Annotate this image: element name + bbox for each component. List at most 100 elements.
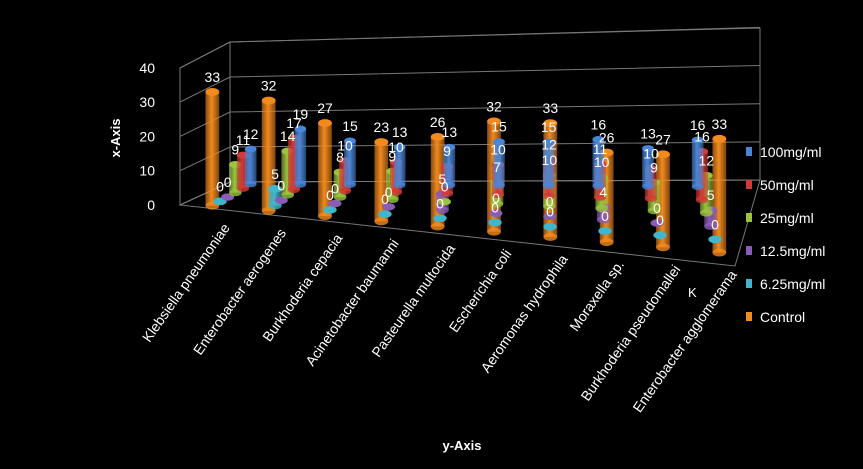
data-label: 5: [438, 171, 446, 187]
legend-swatch: [746, 180, 752, 189]
gridlines: [179, 26, 761, 206]
data-label: 33: [712, 116, 728, 132]
bar-12-5mg-ml-burkhoderia-cepacia: [328, 199, 342, 208]
legend-swatch: [746, 213, 752, 222]
gridline: [179, 141, 761, 172]
data-label: 10: [643, 145, 659, 161]
data-label: 10: [542, 152, 558, 168]
bar-6-25mg-ml-enterobacter-agglomerama: [708, 235, 722, 244]
data-label: 32: [486, 98, 502, 114]
legend-swatch: [746, 312, 752, 321]
legend-item-25mg-ml: 25mg/ml: [746, 210, 814, 226]
data-label: 4: [599, 184, 607, 200]
data-label: 0: [491, 199, 499, 215]
data-label: 32: [261, 78, 277, 94]
data-label: 0: [546, 204, 554, 220]
bar-6-25mg-ml-burkhoderia-pseudomallei: [653, 231, 667, 239]
legend-swatch: [746, 246, 752, 255]
data-label: 7: [493, 159, 501, 175]
bar-6-25mg-ml-acinetobacter-baumanni: [378, 210, 392, 218]
gridline: [179, 103, 761, 137]
x-tick-label: Moraxella sp.: [566, 257, 627, 334]
data-label: 10: [594, 154, 610, 170]
bar-100mg-ml-burkhoderia-pseudomallei: [642, 145, 654, 190]
y-tick-label: 0: [147, 197, 155, 213]
data-label: 0: [441, 179, 449, 195]
bar-100mg-ml-pasteurella-multocida: [443, 143, 456, 189]
bar-control-acinetobacter-baumanni: [374, 138, 389, 226]
x-tick-label: Burkhoderia pseudomallei: [578, 262, 684, 404]
data-label: 0: [546, 193, 554, 209]
legend-label: 12.5mg/ml: [760, 243, 825, 259]
y-axis-title: x-Axis: [108, 118, 123, 157]
bar-12-5mg-ml-burkhoderia-pseudomallei: [650, 219, 664, 227]
data-label: 9: [388, 148, 396, 164]
data-label: 9: [650, 160, 658, 176]
y-tick-label: 30: [139, 94, 155, 110]
y-tick-label: 20: [139, 128, 155, 144]
bar-6-25mg-ml-aeromonas-hydrophila: [543, 222, 557, 231]
data-label: 9: [443, 143, 451, 159]
bar-100mg-ml-enterobacter-agglomerama: [691, 136, 704, 191]
data-label: 17: [286, 115, 302, 131]
bars: [205, 87, 727, 257]
data-label: 0: [653, 200, 661, 216]
y-axis-ticks: 0 10 20 30 40: [139, 60, 155, 213]
bar-100mg-ml-escherichia-coli: [493, 138, 505, 189]
y-tick-label: 10: [139, 163, 155, 179]
bar-6-25mg-ml-moraxella-sp: [598, 227, 612, 235]
data-label: 27: [655, 131, 671, 147]
bar-12-5mg-ml-aeromonas-hydrophila: [543, 212, 557, 221]
data-label: 14: [280, 128, 296, 144]
bar-100mg-ml-klebsiella-pneumoniae: [244, 145, 257, 188]
legend-swatch: [746, 147, 752, 156]
legend-item-100mg-ml: 100mg/ml: [746, 144, 821, 160]
data-label: 8: [336, 149, 344, 165]
legend-label: 100mg/ml: [760, 144, 821, 160]
y-tick-label: 40: [139, 60, 155, 76]
data-label: 0: [331, 181, 339, 197]
data-label: 27: [317, 100, 333, 116]
x-tick-label: Escherichia coli: [446, 246, 515, 335]
data-label: 12: [243, 126, 259, 142]
data-label: 0: [492, 190, 500, 206]
data-label: 11: [593, 141, 608, 157]
data-label: 0: [436, 195, 444, 211]
legend: 100mg/ml 50mg/ml 25mg/ml 12.5mg/ml 6.25mg/ml…: [746, 144, 825, 325]
data-label: 19: [293, 106, 309, 122]
data-label: 5: [707, 187, 715, 203]
data-label: 9: [231, 142, 239, 158]
data-label: 12: [699, 152, 715, 168]
data-label: 16: [690, 117, 706, 133]
bar-12-5mg-ml-enterobacter-aerogenes: [274, 196, 288, 204]
data-label: 5: [271, 166, 279, 182]
data-label: 13: [442, 124, 458, 140]
data-label: 23: [374, 119, 390, 135]
x-axis-title: y-Axis: [442, 438, 481, 453]
bar-12-5mg-ml-acinetobacter-baumanni: [382, 203, 396, 211]
data-label: 26: [599, 130, 615, 146]
bar-6-25mg-ml-burkhoderia-cepacia: [323, 205, 337, 214]
data-label: 0: [381, 191, 389, 207]
depth-axis-label: K: [688, 285, 697, 300]
data-label: 16: [591, 116, 607, 132]
legend-swatch: [746, 279, 752, 288]
data-label: 33: [543, 100, 559, 116]
data-label: 0: [656, 212, 664, 228]
bar-100mg-ml-enterobacter-aerogenes: [294, 125, 307, 188]
data-label: 12: [541, 137, 557, 153]
data-label: 0: [216, 178, 224, 194]
data-label: 15: [541, 119, 557, 135]
bar-100mg-ml-burkhoderia-cepacia: [344, 137, 356, 188]
legend-item-12-5mg-ml: 12.5mg/ml: [746, 243, 825, 259]
data-label: 10: [490, 141, 506, 157]
data-label: 0: [326, 187, 334, 203]
data-label: 0: [711, 216, 719, 232]
bar-control-enterobacter-aerogenes: [261, 96, 276, 215]
data-label: 0: [385, 184, 393, 200]
legend-item-6-25mg-ml: 6.25mg/ml: [746, 276, 825, 292]
gridline: [179, 65, 761, 103]
